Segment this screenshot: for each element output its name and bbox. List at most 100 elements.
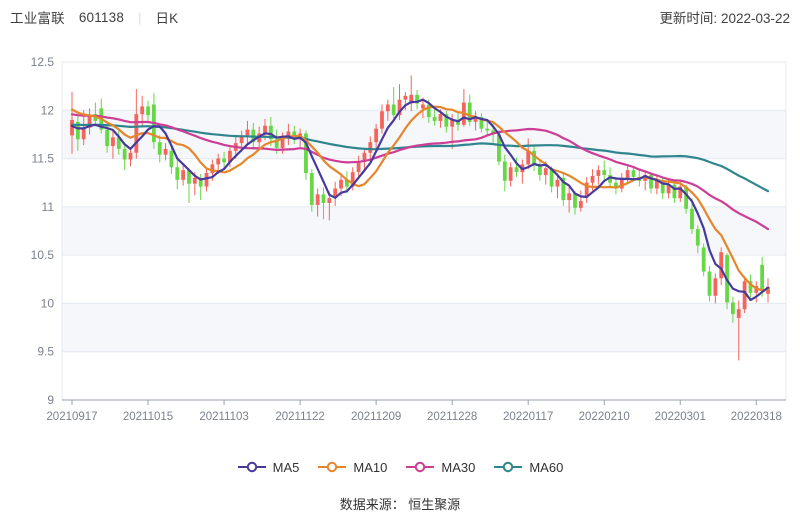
candle-20220302[interactable]: [684, 184, 689, 214]
legend-ring: [503, 461, 514, 473]
candle-20220215[interactable]: [619, 173, 624, 193]
candle-20220209[interactable]: [596, 165, 601, 185]
kline-chart-canvas[interactable]: 12.5 12 11.5 11 10.5 10 9.5 9 20210917 20211015 20…: [0, 0, 800, 450]
candle-20211021[interactable]: [169, 146, 174, 175]
candle-20211013[interactable]: [134, 89, 139, 159]
legend-item-ma60[interactable]: MA60: [493, 460, 563, 475]
candle-20211022[interactable]: [175, 158, 180, 190]
candle-20211011[interactable]: [122, 142, 127, 171]
candle-20211217[interactable]: [409, 75, 414, 112]
candle-20211223[interactable]: [432, 108, 437, 126]
legend-item-ma5[interactable]: MA5: [237, 460, 299, 475]
candle-20211109[interactable]: [245, 120, 250, 145]
candle-20211015[interactable]: [146, 100, 150, 122]
candle-body: [555, 179, 560, 187]
candle-20220301[interactable]: [678, 181, 683, 203]
candle-20211130[interactable]: [333, 181, 338, 206]
candle-body: [561, 177, 566, 201]
candle-20220104[interactable]: [473, 111, 478, 131]
candle-20220307[interactable]: [701, 243, 706, 277]
candle-20210917[interactable]: [70, 91, 74, 154]
candle-body: [684, 186, 689, 209]
candle-20220125[interactable]: [561, 172, 566, 206]
candle-20220223[interactable]: [654, 174, 659, 195]
candle-20211214[interactable]: [391, 87, 396, 120]
candle-20220127[interactable]: [573, 191, 577, 215]
candlestick-layer[interactable]: [70, 75, 770, 361]
candle-20211119[interactable]: [292, 125, 297, 145]
candle-20220106[interactable]: [485, 119, 490, 137]
plot-band: [62, 303, 786, 352]
y-axis-label: 12.5: [31, 55, 55, 69]
candle-20210922[interactable]: [75, 116, 80, 151]
candle-20211208[interactable]: [368, 136, 373, 160]
candle-20211020[interactable]: [163, 143, 168, 161]
candle-20220309[interactable]: [713, 273, 718, 304]
candle-20220126[interactable]: [567, 186, 572, 213]
candle-20211008[interactable]: [116, 129, 121, 155]
legend-item-ma30[interactable]: MA30: [405, 460, 475, 475]
candle-20220112[interactable]: [508, 162, 513, 187]
candle-20220308[interactable]: [707, 265, 712, 302]
candle-20211104[interactable]: [228, 146, 232, 168]
candle-body: [274, 139, 279, 148]
candle-20220214[interactable]: [614, 176, 618, 195]
candle-20220105[interactable]: [479, 113, 484, 133]
candle-20211213[interactable]: [385, 99, 390, 121]
candle-20220222[interactable]: [649, 173, 653, 194]
candle-20211012[interactable]: [128, 146, 133, 167]
candle-20220316[interactable]: [742, 276, 747, 314]
candle-20211118[interactable]: [286, 123, 291, 146]
candle-20220119[interactable]: [537, 159, 542, 181]
candle-body: [660, 179, 665, 194]
candle-20210924[interactable]: [87, 108, 92, 135]
candle-body: [105, 129, 109, 147]
candle-20220315[interactable]: [736, 300, 741, 361]
candle-body: [356, 161, 361, 173]
legend-marker-ma5: [237, 461, 266, 473]
legend-item-ma10[interactable]: MA10: [317, 460, 387, 475]
ma30-line: [70, 113, 770, 231]
candle-20211026[interactable]: [187, 168, 191, 203]
candle-20211210[interactable]: [380, 104, 384, 134]
candle-20211126[interactable]: [321, 187, 326, 220]
candle-20220207[interactable]: [584, 176, 589, 203]
candle-20211129[interactable]: [327, 191, 332, 221]
candle-20211215[interactable]: [397, 84, 402, 120]
candle-20220118[interactable]: [532, 146, 536, 172]
candle-20220113[interactable]: [514, 157, 519, 177]
candle-20220228[interactable]: [672, 181, 677, 203]
candle-20211231[interactable]: [467, 94, 472, 126]
candle-20220210[interactable]: [602, 160, 607, 181]
candle-20220310[interactable]: [719, 247, 724, 286]
candle-20220128[interactable]: [578, 190, 583, 212]
candle-20211209[interactable]: [374, 123, 379, 148]
candle-20211220[interactable]: [415, 90, 419, 110]
candle-20211207[interactable]: [362, 147, 367, 170]
candle-20211025[interactable]: [181, 164, 186, 186]
candle-20220303[interactable]: [690, 198, 694, 234]
candle-20211216[interactable]: [403, 91, 408, 111]
candle-20211227[interactable]: [444, 111, 449, 133]
candle-20220111[interactable]: [502, 154, 507, 192]
candle-20211019[interactable]: [157, 135, 162, 163]
candle-20211221[interactable]: [421, 97, 425, 119]
candle-20211029[interactable]: [204, 168, 209, 192]
candle-20211203[interactable]: [350, 167, 355, 191]
candle-20211206[interactable]: [356, 155, 361, 179]
candle-20220124[interactable]: [555, 173, 560, 199]
candle-20220317[interactable]: [748, 274, 753, 300]
candle-body: [70, 119, 74, 136]
candle-body: [526, 150, 531, 165]
candle-20211125[interactable]: [315, 188, 320, 217]
candle-20220314[interactable]: [731, 296, 735, 323]
candle-20211124[interactable]: [309, 169, 314, 212]
candle-20220304[interactable]: [695, 225, 700, 254]
candle-20211103[interactable]: [222, 151, 226, 170]
chart-header: 工业富联 601138 | 日K 更新时间: 2022-03-22: [10, 6, 790, 28]
kline-chart-area[interactable]: 12.5 12 11.5 11 10.5 10 9.5 9 20210917 20211015 20…: [0, 0, 800, 450]
candle-body: [397, 99, 402, 116]
candle-20210930[interactable]: [111, 130, 115, 159]
candle-20211014[interactable]: [140, 95, 145, 126]
candle-20220117[interactable]: [526, 138, 531, 170]
